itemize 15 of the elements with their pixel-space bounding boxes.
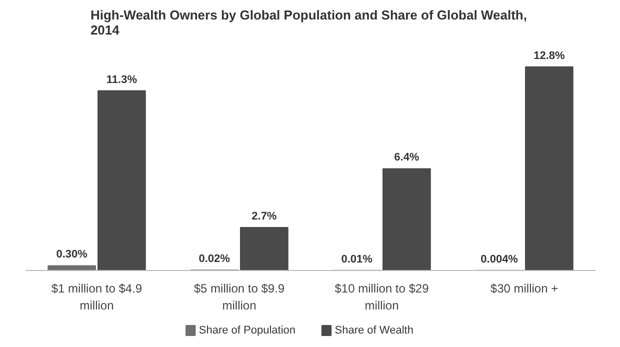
data-label: 11.3% — [106, 74, 138, 86]
data-label: 0.30% — [56, 248, 88, 261]
chart-title: High-Wealth Owners by Global Population and Share of Global Wealth, 2014 — [90, 8, 527, 38]
data-label: 0.01% — [341, 253, 373, 266]
x-tick-label: $1 million to $4.9 million — [51, 282, 142, 312]
x-tick-label: $30 million + — [490, 282, 558, 296]
data-label: 0.004% — [480, 253, 518, 266]
x-tick-label: $10 million to $29 million — [334, 282, 430, 312]
legend-label: Share of Wealth — [334, 324, 414, 336]
data-label: 0.02% — [198, 253, 230, 266]
data-label: 2.7% — [252, 210, 277, 223]
data-label: 12.8% — [534, 50, 565, 62]
data-label: 6.4% — [394, 152, 420, 164]
legend-label: Share of Population — [198, 324, 296, 336]
x-tick-label: $5 million to $9.9 million — [194, 282, 285, 312]
